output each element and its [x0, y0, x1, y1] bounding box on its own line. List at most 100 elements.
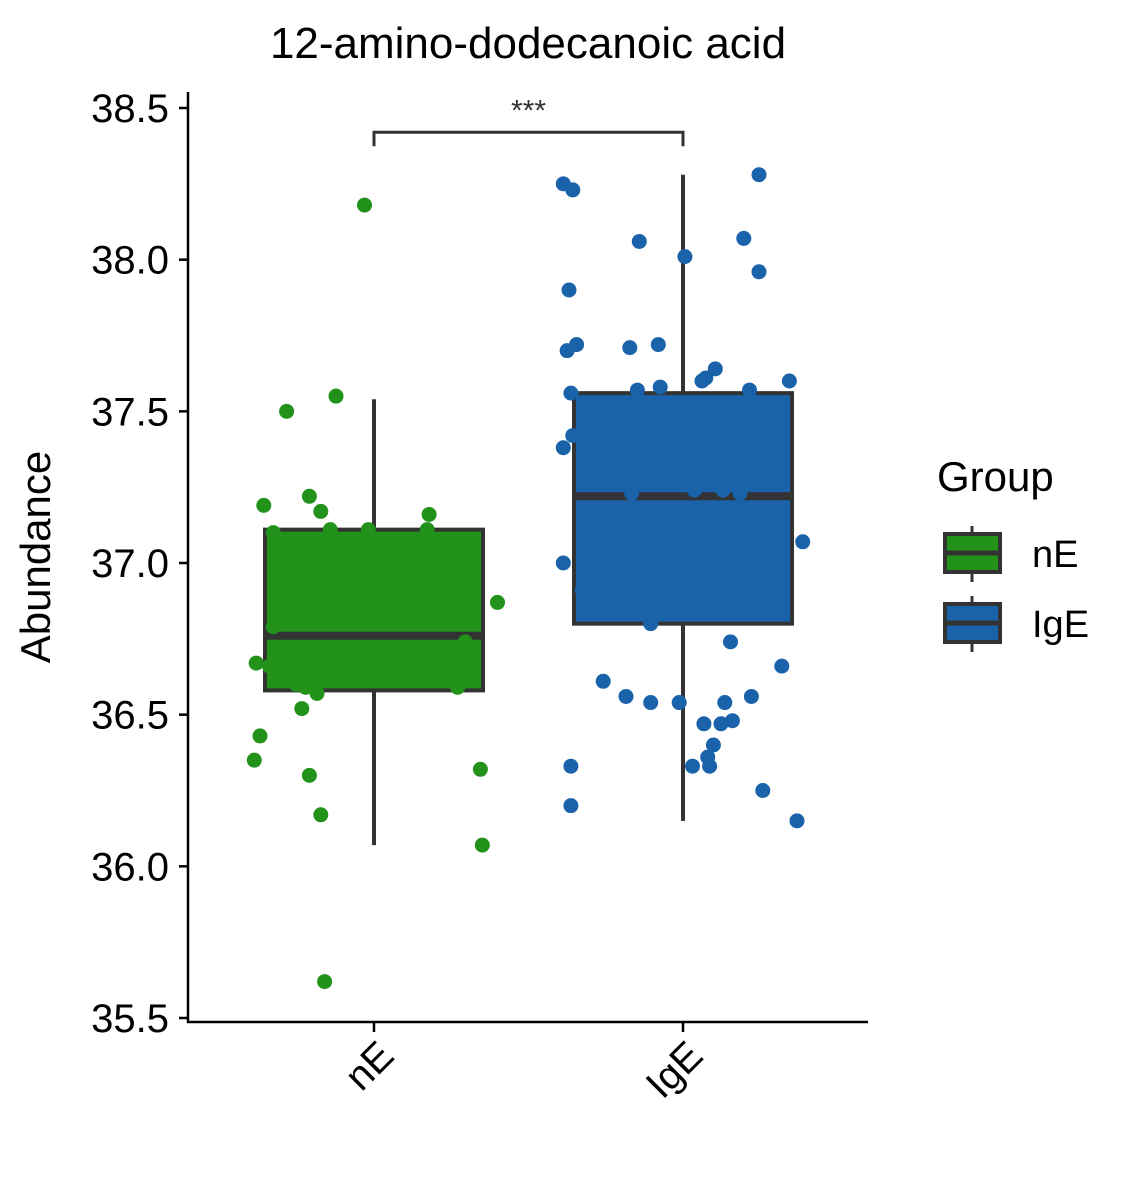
point-IgE-24 — [715, 482, 731, 498]
x-tick-label-IgE: IgE — [638, 1033, 712, 1107]
point-nE-6 — [421, 506, 437, 522]
point-IgE-2 — [565, 182, 581, 198]
point-IgE-46 — [702, 758, 718, 774]
point-IgE-21 — [555, 440, 571, 456]
point-nE-19 — [450, 679, 466, 695]
point-IgE-30 — [764, 585, 780, 601]
point-IgE-17 — [629, 382, 645, 398]
point-nE-9 — [419, 522, 435, 538]
plot-area: 35.5 36.0 36.5 37.0 37.5 38.0 38.5 nE IgE *** — [91, 87, 868, 1107]
point-nE-4 — [256, 497, 272, 513]
y-tick-label-36.5: 36.5 — [91, 694, 169, 738]
point-IgE-16 — [781, 373, 797, 389]
series-nE — [246, 197, 505, 990]
point-IgE-48 — [755, 783, 771, 798]
point-IgE-6 — [751, 264, 767, 280]
point-IgE-41 — [724, 713, 740, 729]
point-IgE-47 — [563, 758, 579, 774]
box-IgE — [572, 391, 794, 626]
point-IgE-4 — [677, 249, 693, 265]
point-IgE-35 — [618, 688, 634, 704]
point-IgE-23 — [686, 482, 702, 498]
point-IgE-11 — [650, 337, 666, 353]
point-IgE-12 — [707, 361, 723, 377]
point-nE-13 — [457, 634, 473, 650]
point-nE-20 — [309, 685, 325, 701]
point-IgE-31 — [643, 616, 659, 632]
point-IgE-0 — [751, 167, 767, 183]
point-nE-26 — [313, 807, 329, 823]
legend-item-IgE: IgE — [943, 596, 1089, 652]
series-IgE — [555, 167, 811, 829]
point-nE-11 — [490, 594, 505, 610]
point-nE-14 — [248, 655, 264, 671]
point-IgE-15 — [742, 382, 757, 398]
legend-label-IgE: IgE — [1032, 604, 1089, 646]
point-nE-28 — [317, 974, 333, 990]
point-nE-3 — [301, 488, 317, 504]
point-nE-2 — [279, 403, 295, 419]
y-tick-label-36.0: 36.0 — [91, 845, 169, 889]
point-nE-21 — [294, 701, 310, 717]
point-IgE-25 — [624, 485, 640, 501]
point-nE-22 — [252, 728, 268, 744]
point-nE-12 — [265, 619, 281, 635]
y-tick-label-37.5: 37.5 — [91, 390, 169, 434]
point-IgE-10 — [622, 340, 638, 356]
point-nE-8 — [360, 522, 376, 538]
point-IgE-45 — [685, 758, 700, 774]
y-tick-label-38.0: 38.0 — [91, 239, 169, 283]
point-nE-23 — [246, 752, 262, 768]
point-IgE-19 — [563, 385, 579, 401]
point-IgE-39 — [717, 695, 733, 711]
legend-item-nE: nE — [943, 526, 1078, 582]
y-axis-title: Abundance — [12, 451, 59, 664]
point-nE-27 — [474, 837, 490, 853]
y-tick-label-38.5: 38.5 — [91, 87, 169, 131]
point-IgE-29 — [574, 582, 590, 598]
point-IgE-42 — [713, 716, 729, 732]
significance-label: *** — [511, 94, 546, 127]
point-IgE-49 — [563, 798, 579, 814]
chart-title: 12-amino-dodecanoic acid — [270, 19, 786, 68]
point-IgE-40 — [696, 716, 712, 732]
point-nE-7 — [322, 522, 338, 538]
point-IgE-38 — [671, 695, 687, 711]
point-IgE-18 — [652, 379, 668, 395]
significance-bracket — [372, 130, 685, 147]
point-IgE-34 — [595, 673, 611, 689]
point-IgE-37 — [643, 695, 659, 711]
x-tick-label-nE: nE — [337, 1033, 403, 1099]
point-nE-10 — [265, 525, 281, 541]
point-IgE-33 — [774, 658, 790, 674]
y-tick-label-35.5: 35.5 — [91, 997, 169, 1041]
point-nE-24 — [472, 761, 488, 777]
point-nE-18 — [298, 679, 314, 695]
point-nE-16 — [453, 661, 469, 677]
point-IgE-22 — [774, 452, 790, 468]
point-IgE-27 — [795, 534, 811, 550]
point-IgE-14 — [694, 373, 710, 389]
point-IgE-5 — [736, 230, 752, 246]
y-tick-label-37.0: 37.0 — [91, 542, 169, 586]
point-IgE-50 — [789, 813, 805, 829]
point-IgE-20 — [565, 428, 581, 444]
point-nE-0 — [357, 197, 372, 213]
point-IgE-28 — [555, 555, 571, 571]
point-nE-15 — [262, 658, 277, 674]
point-nE-5 — [313, 503, 329, 519]
legend-title: Group — [937, 453, 1054, 500]
point-nE-25 — [301, 767, 317, 783]
point-IgE-43 — [705, 737, 721, 753]
point-IgE-9 — [559, 343, 575, 359]
point-IgE-3 — [631, 233, 647, 249]
point-IgE-36 — [743, 688, 759, 704]
point-IgE-32 — [723, 634, 738, 650]
legend-label-nE: nE — [1032, 534, 1078, 576]
box-nE — [263, 527, 485, 693]
point-nE-1 — [328, 388, 344, 404]
legend: Group nE IgE — [937, 453, 1089, 652]
point-IgE-7 — [561, 282, 577, 298]
